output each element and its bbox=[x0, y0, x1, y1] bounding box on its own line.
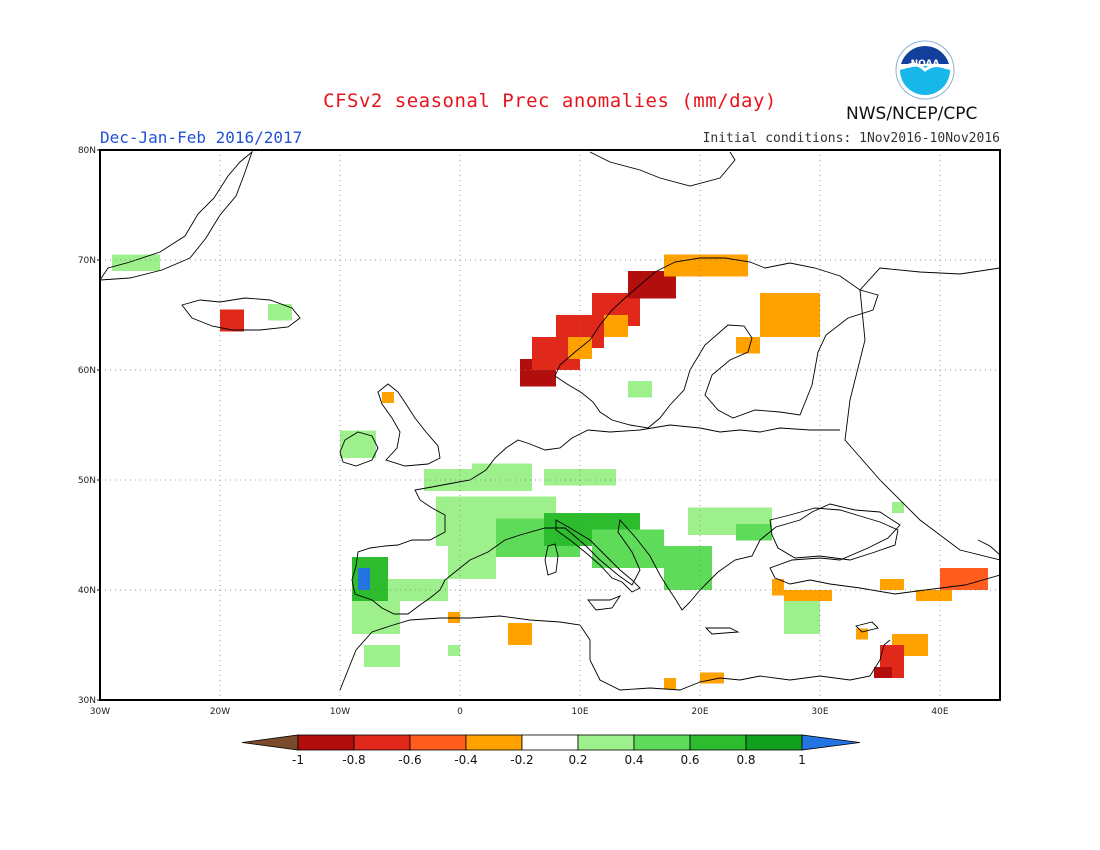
lon-label: 10E bbox=[571, 707, 588, 717]
colorbar-arrow-low bbox=[241, 734, 299, 751]
anomaly-cell bbox=[856, 628, 868, 640]
noaa-logo: NOAA bbox=[895, 40, 955, 100]
coast-caspian bbox=[977, 539, 1000, 556]
coast-ireland bbox=[339, 431, 379, 467]
colorbar-label: -0.6 bbox=[398, 753, 421, 767]
chart-title: CFSv2 seasonal Prec anomalies (mm/day) bbox=[323, 90, 777, 112]
logo-text: NOAA bbox=[911, 59, 940, 69]
anomaly-cell bbox=[364, 645, 400, 667]
colorbar-label: 1 bbox=[798, 753, 806, 767]
lat-label: 80N bbox=[78, 146, 96, 156]
colorbar-box bbox=[633, 734, 691, 751]
lon-labels: 30W 20W 10W 0 10E 20E 30E 40E bbox=[90, 707, 949, 717]
colorbar-box bbox=[689, 734, 747, 751]
coast-crete bbox=[704, 627, 740, 635]
anomaly-cell bbox=[940, 568, 988, 590]
colorbar-label: 0.8 bbox=[736, 753, 755, 767]
anomaly-cell bbox=[916, 590, 952, 601]
coast-italy bbox=[555, 519, 641, 593]
anomaly-cell bbox=[382, 392, 394, 403]
anomaly-cell bbox=[736, 524, 772, 541]
colorbar-box bbox=[409, 734, 467, 751]
coast-scandinavia bbox=[554, 257, 879, 429]
anomaly-cell bbox=[892, 502, 904, 513]
anomaly-cell bbox=[448, 612, 460, 623]
colorbar-label: -0.2 bbox=[510, 753, 533, 767]
lon-label: 20E bbox=[691, 707, 708, 717]
coast-svalbard bbox=[589, 151, 736, 187]
lat-label: 50N bbox=[78, 476, 96, 486]
coast-britain bbox=[377, 383, 441, 467]
lon-label: 30E bbox=[811, 707, 828, 717]
lat-label: 30N bbox=[78, 696, 96, 706]
anomaly-cell bbox=[508, 623, 532, 645]
lon-label: 20W bbox=[210, 707, 230, 717]
coast-cyprus bbox=[855, 621, 879, 633]
colorbar-box bbox=[297, 734, 355, 751]
anomaly-cell bbox=[112, 254, 160, 271]
anomaly-cell bbox=[472, 463, 532, 491]
lat-label: 60N bbox=[78, 366, 96, 376]
map-frame bbox=[99, 149, 1001, 701]
anomaly-cell bbox=[352, 601, 400, 634]
coast-iceland bbox=[181, 297, 301, 331]
anomaly-cell bbox=[544, 469, 616, 486]
lat-label: 40N bbox=[78, 586, 96, 596]
anomaly-layer bbox=[112, 254, 988, 689]
lat-labels: 30N 40N 50N 60N 70N 80N bbox=[78, 146, 96, 706]
lat-label: 70N bbox=[78, 256, 96, 266]
anomaly-cell bbox=[388, 579, 448, 601]
anomaly-cell bbox=[880, 579, 904, 590]
map-background bbox=[100, 150, 1000, 700]
colorbar: -1 -0.8 -0.6 -0.4 -0.2 0.2 0.4 0.6 0.8 1 bbox=[241, 734, 861, 767]
anomaly-cell bbox=[664, 546, 712, 590]
anomaly-cell bbox=[220, 309, 244, 332]
coast-sardinia bbox=[544, 543, 559, 576]
anomaly-cell bbox=[448, 645, 460, 656]
anomaly-cell bbox=[784, 601, 820, 634]
anomaly-cell bbox=[874, 667, 892, 678]
colorbar-label: -0.8 bbox=[342, 753, 365, 767]
lon-label: 40E bbox=[931, 707, 948, 717]
anomaly-cell bbox=[784, 590, 832, 601]
anomaly-cell bbox=[664, 678, 676, 689]
anomaly-cell bbox=[736, 337, 760, 354]
colorbar-box bbox=[745, 734, 803, 751]
coast-africa bbox=[339, 615, 891, 691]
lat-ticks bbox=[97, 149, 100, 701]
colorbar-label: 0.4 bbox=[624, 753, 643, 767]
colorbar-box bbox=[577, 734, 635, 751]
agency-label: NWS/NCEP/CPC bbox=[846, 104, 978, 124]
colorbar-label: -1 bbox=[292, 753, 304, 767]
lon-label: 10W bbox=[330, 707, 350, 717]
anomaly-cell bbox=[628, 381, 652, 398]
coast-continent bbox=[351, 267, 1000, 615]
colorbar-box bbox=[521, 734, 579, 751]
anomaly-cell bbox=[592, 529, 664, 568]
anomaly-cell bbox=[772, 579, 784, 596]
anomaly-cell bbox=[358, 568, 370, 590]
forecast-period: Dec-Jan-Feb 2016/2017 bbox=[100, 128, 303, 147]
coastlines bbox=[100, 150, 1000, 691]
coast-sicily bbox=[587, 595, 622, 611]
colorbar-box bbox=[465, 734, 523, 751]
lon-label: 0 bbox=[457, 707, 463, 717]
colorbar-label: 0.2 bbox=[568, 753, 587, 767]
lon-label: 30W bbox=[90, 707, 110, 717]
anomaly-cell bbox=[760, 293, 820, 337]
anomaly-cell bbox=[604, 315, 628, 337]
colorbar-label: -0.4 bbox=[454, 753, 477, 767]
colorbar-arrow-high bbox=[801, 734, 861, 751]
anomaly-cell bbox=[424, 469, 472, 491]
anomaly-cell bbox=[268, 304, 292, 321]
graticule bbox=[100, 150, 1000, 700]
colorbar-box bbox=[353, 734, 411, 751]
colorbar-label: 0.6 bbox=[680, 753, 699, 767]
coast-black-sea bbox=[769, 507, 899, 561]
anomaly-cell bbox=[700, 672, 724, 684]
initial-conditions: Initial conditions: 1Nov2016-10Nov2016 bbox=[702, 131, 1000, 146]
anomaly-cell bbox=[340, 430, 376, 458]
